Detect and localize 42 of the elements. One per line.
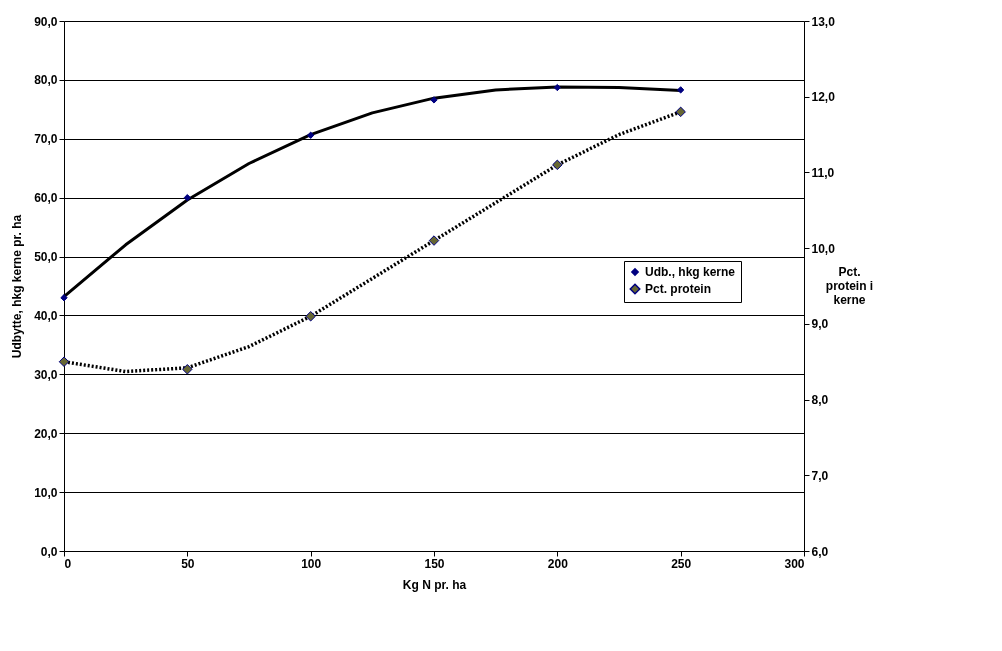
- x-tick-label: 300: [784, 556, 805, 571]
- x-tick-label: 100: [301, 556, 322, 571]
- point: [305, 311, 316, 322]
- y-tick-label: 0,0: [40, 544, 58, 559]
- legend-label: Pct. protein: [645, 282, 712, 296]
- y-tick-label: 50,0: [34, 250, 58, 265]
- y2-axis-title: Pct. protein i kerne: [825, 264, 874, 307]
- x-tick-label: 200: [547, 556, 569, 571]
- point: [675, 106, 686, 118]
- point: [430, 96, 438, 104]
- point: [552, 159, 563, 171]
- point: [183, 194, 191, 202]
- y-axis-title: Udbytte, hkg kerne pr. ha: [10, 214, 25, 359]
- y-tick-label: 20,0: [34, 426, 58, 441]
- x-tick-label: 0: [64, 556, 72, 571]
- y-tick-label: 70,0: [34, 132, 58, 147]
- x-tick-label: 250: [671, 556, 692, 571]
- y2-tick-label: 12,0: [811, 90, 836, 105]
- point: [428, 235, 440, 246]
- point: [182, 364, 193, 375]
- point: [60, 294, 68, 302]
- y2-tick-label: 13,0: [811, 14, 836, 29]
- y2-tick-label: 9,0: [811, 317, 829, 332]
- point: [553, 83, 561, 92]
- y-tick-label: 30,0: [34, 367, 58, 382]
- point: [58, 356, 70, 367]
- y-tick-label: 60,0: [34, 191, 58, 206]
- y2-tick-label: 6,0: [811, 544, 829, 559]
- y-tick-label: 80,0: [34, 73, 58, 88]
- x-tick-label: 50: [181, 556, 195, 571]
- y2-tick-label: 7,0: [811, 468, 829, 483]
- y-tick-label: 40,0: [34, 308, 58, 323]
- y-tick-label: 10,0: [34, 485, 58, 500]
- y2-tick-label: 8,0: [811, 393, 829, 408]
- legend-label: Udb., hkg kerne: [645, 265, 736, 279]
- y2-tick-label: 10,0: [811, 241, 836, 256]
- y2-tick-label: 11,0: [811, 165, 835, 180]
- point: [307, 131, 315, 139]
- x-tick-label: 150: [424, 556, 445, 571]
- y-tick-label: 90,0: [34, 14, 58, 29]
- x-axis-title: Kg N pr. ha: [402, 577, 467, 592]
- point: [677, 86, 685, 94]
